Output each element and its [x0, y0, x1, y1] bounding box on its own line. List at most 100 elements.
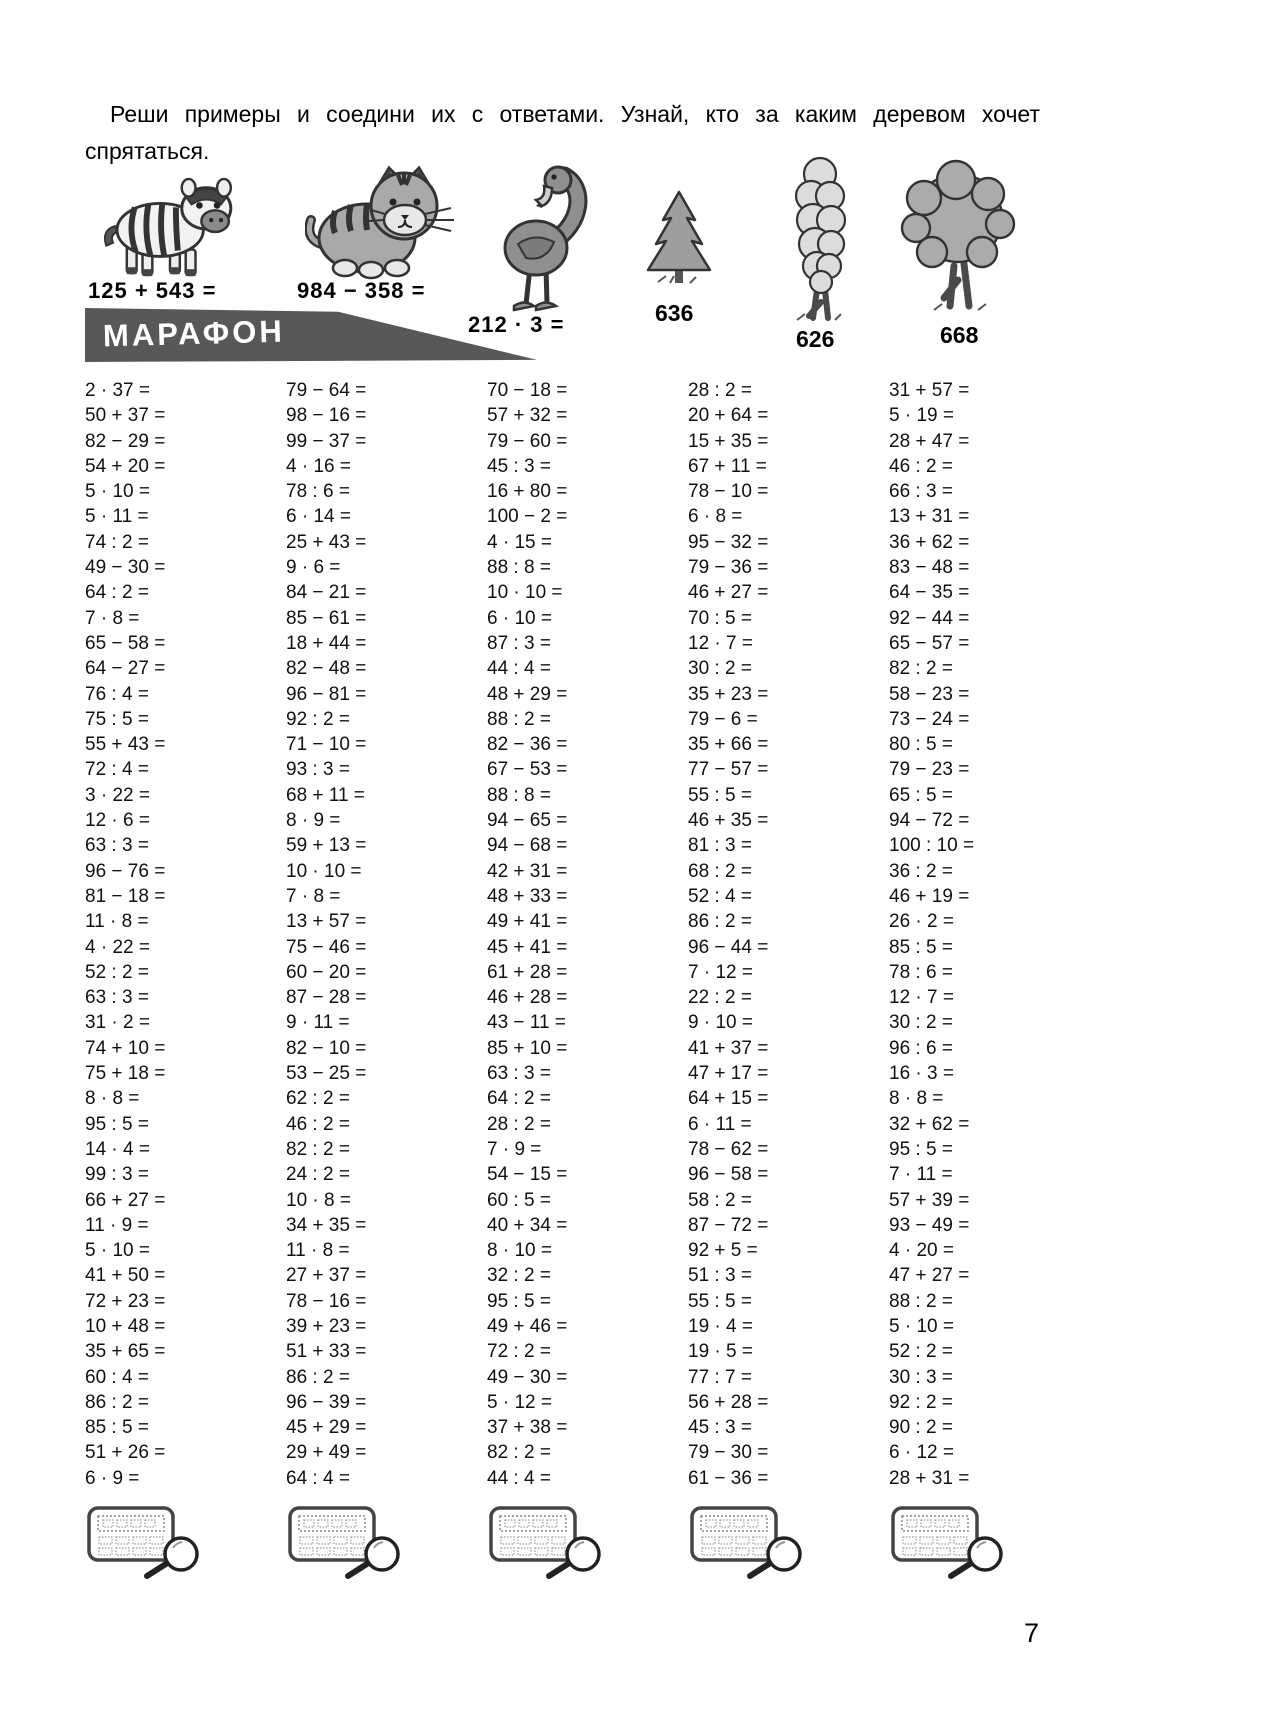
problem-row: 72 : 2 = [487, 1341, 551, 1363]
problem-row: 52 : 2 = [85, 961, 149, 983]
problem-row: 12 · 6 = [85, 810, 150, 832]
problem-row: 18 + 44 = [286, 632, 367, 654]
problem-row: 45 : 3 = [487, 455, 551, 477]
problem-row: 12 · 7 = [889, 987, 954, 1009]
problem-row: 6 · 9 = [85, 1467, 140, 1489]
problem-row: 3 · 22 = [85, 784, 150, 806]
problem-row: 65 − 58 = [85, 632, 166, 654]
problem-row: 98 − 16 = [286, 405, 367, 427]
fir-tree-figure [646, 190, 712, 284]
problem-row: 54 − 15 = [487, 1164, 568, 1186]
problem-row: 47 + 27 = [889, 1265, 970, 1287]
problem-row: 5 · 10 = [889, 1315, 954, 1337]
problem-row: 49 + 41 = [487, 911, 568, 933]
problems-column-5: 31 + 57 = 5 · 19 = 28 + 47 = 46 : 2 = 66 : 3… [889, 378, 1090, 1491]
problem-row: 92 : 2 = [286, 708, 350, 730]
problem-row: 34 + 35 = [286, 1214, 367, 1236]
calculator-magnifier-icon [889, 1502, 1090, 1585]
problem-row: 4 · 15 = [487, 531, 552, 553]
problem-row: 58 : 2 = [688, 1189, 752, 1211]
matching-figures: 125 + 543 = 984 − 358 = 212 · 3 = 636 62… [0, 0, 1270, 380]
problem-row: 79 − 60 = [487, 430, 568, 452]
problem-row: 78 − 16 = [286, 1290, 367, 1312]
flamingo-equation: 212 · 3 = [468, 312, 565, 337]
problem-row: 92 − 44 = [889, 607, 970, 629]
problem-row: 88 : 2 = [889, 1290, 953, 1312]
problem-row: 46 + 19 = [889, 885, 970, 907]
problem-row: 87 : 3 = [487, 632, 551, 654]
problem-row: 59 + 13 = [286, 835, 367, 857]
problem-row: 7 · 12 = [688, 961, 753, 983]
problem-row: 52 : 4 = [688, 885, 752, 907]
calculator-magnifier-icon [688, 1502, 889, 1585]
problems-column-3: 70 − 18 = 57 + 32 = 79 − 60 = 45 : 3 = 16 + … [487, 378, 688, 1491]
problem-row: 19 · 4 = [688, 1315, 753, 1337]
problem-row: 6 · 11 = [688, 1113, 752, 1135]
problem-row: 30 : 3 = [889, 1366, 953, 1388]
problem-row: 28 : 2 = [688, 380, 752, 401]
problem-row: 82 − 10 = [286, 1037, 367, 1059]
calculator-magnifier-icon [487, 1502, 688, 1585]
problem-row: 93 : 3 = [286, 759, 350, 781]
problem-row: 20 + 64 = [688, 405, 769, 427]
problem-row: 70 : 5 = [688, 607, 752, 629]
problem-row: 51 : 3 = [688, 1265, 752, 1287]
problem-row: 49 − 30 = [487, 1366, 568, 1388]
problem-row: 32 : 2 = [487, 1265, 551, 1287]
problem-row: 4 · 20 = [889, 1240, 954, 1262]
problem-row: 60 − 20 = [286, 961, 367, 983]
problem-row: 83 − 48 = [889, 557, 970, 579]
tiger-equation: 984 − 358 = [297, 278, 426, 303]
problem-row: 87 − 72 = [688, 1214, 769, 1236]
footer-icons-row [85, 1502, 1090, 1585]
problem-row: 78 − 10 = [688, 481, 769, 503]
problem-row: 28 : 2 = [487, 1113, 551, 1135]
problem-row: 8 · 8 = [85, 1088, 140, 1110]
problem-row: 7 · 9 = [487, 1138, 542, 1160]
problem-row: 82 − 36 = [487, 734, 568, 756]
problem-row: 7 · 8 = [85, 607, 140, 629]
problem-row: 6 · 10 = [487, 607, 552, 629]
problem-row: 75 − 46 = [286, 936, 367, 958]
problem-row: 25 + 43 = [286, 531, 367, 553]
problem-row: 94 − 65 = [487, 810, 568, 832]
problem-row: 86 : 2 = [688, 911, 752, 933]
problem-row: 15 + 35 = [688, 430, 769, 452]
problem-row: 86 : 2 = [85, 1391, 149, 1413]
problem-row: 46 : 2 = [889, 455, 953, 477]
problem-row: 79 − 6 = [688, 708, 758, 730]
problem-row: 66 + 27 = [85, 1189, 166, 1211]
problem-row: 76 : 4 = [85, 683, 149, 705]
problem-row: 96 − 81 = [286, 683, 367, 705]
problem-row: 96 − 39 = [286, 1391, 367, 1413]
problem-row: 70 − 18 = [487, 380, 568, 401]
problem-row: 58 − 23 = [889, 683, 970, 705]
problem-row: 96 − 44 = [688, 936, 769, 958]
problem-row: 85 + 10 = [487, 1037, 568, 1059]
instruction-text: Реши примеры и соедини их с ответами. Уз… [85, 101, 1040, 164]
problem-row: 96 : 6 = [889, 1037, 953, 1059]
problem-row: 62 : 2 = [286, 1088, 350, 1110]
problem-row: 8 · 9 = [286, 810, 341, 832]
problem-row: 82 : 2 = [487, 1442, 551, 1464]
problem-row: 67 − 53 = [487, 759, 568, 781]
problem-row: 7 · 8 = [286, 885, 341, 907]
problem-row: 57 + 32 = [487, 405, 568, 427]
problem-row: 36 : 2 = [889, 860, 953, 882]
problem-row: 80 : 5 = [889, 734, 953, 756]
problem-row: 65 : 5 = [889, 784, 953, 806]
problem-row: 36 + 62 = [889, 531, 970, 553]
problem-row: 51 + 26 = [85, 1442, 166, 1464]
problem-row: 95 : 5 = [487, 1290, 551, 1312]
problem-row: 50 + 37 = [85, 405, 166, 427]
problem-row: 5 · 10 = [85, 481, 150, 503]
problem-row: 8 · 10 = [487, 1240, 552, 1262]
problem-row: 63 : 3 = [85, 835, 149, 857]
problem-row: 71 − 10 = [286, 734, 367, 756]
problem-row: 60 : 4 = [85, 1366, 149, 1388]
problem-row: 63 : 3 = [487, 1063, 551, 1085]
problem-row: 85 : 5 = [85, 1417, 149, 1439]
problem-row: 4 · 22 = [85, 936, 150, 958]
problem-row: 5 · 19 = [889, 405, 954, 427]
